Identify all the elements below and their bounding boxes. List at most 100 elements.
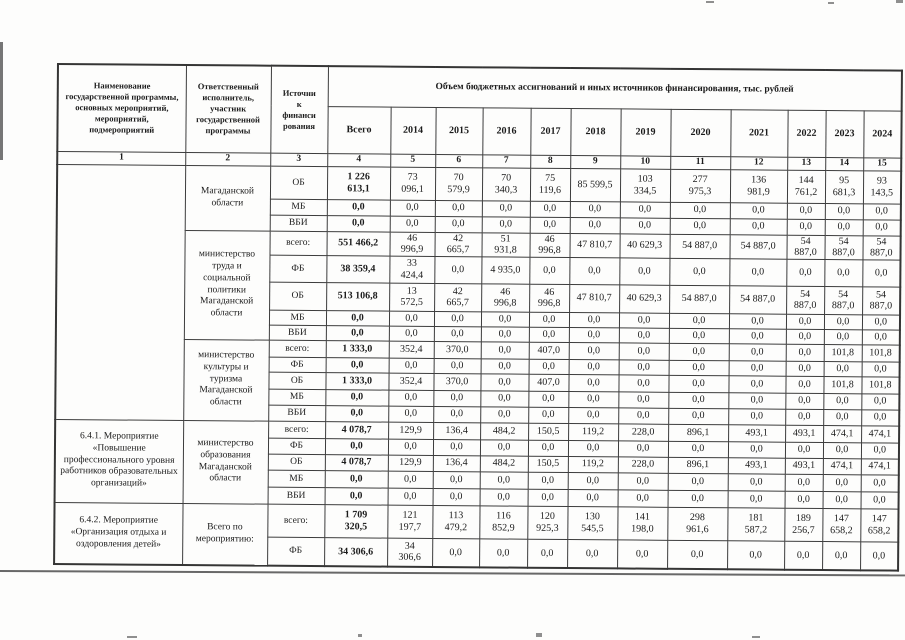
year-value-cell: 0,0 xyxy=(667,489,728,508)
total-value-cell: 4 078,7 xyxy=(325,421,389,439)
source-cell: МБ xyxy=(268,388,326,406)
header-year-2015: 2015 xyxy=(435,106,483,155)
header-program-column: Наименование государственной программы, … xyxy=(57,64,186,153)
year-value-cell: 474,1 xyxy=(861,425,900,443)
year-value-cell: 0,0 xyxy=(668,391,729,409)
year-value-cell: 129,9 xyxy=(387,454,433,471)
year-value-cell: 0,0 xyxy=(667,539,728,570)
year-value-cell: 0,0 xyxy=(434,215,482,233)
year-value-cell: 896,1 xyxy=(667,456,728,474)
year-value-cell: 46 996,8 xyxy=(481,283,530,312)
scan-speck xyxy=(828,2,834,4)
column-number: 3 xyxy=(270,152,328,167)
year-value-cell: 0,0 xyxy=(618,391,669,408)
header-total-column: Всего xyxy=(327,106,391,154)
year-value-cell: 0,0 xyxy=(668,407,729,425)
year-value-cell: 0,0 xyxy=(528,326,569,343)
table-row: Магаданской области ОБ 1 226 613,1 73 096,1… xyxy=(55,164,902,421)
year-value-cell: 0,0 xyxy=(567,440,619,457)
year-value-cell: 119,2 xyxy=(567,456,618,473)
header-volume-title: Объем бюджетных ассигнований и иных исто… xyxy=(327,66,903,111)
total-value-cell: 551 466,2 xyxy=(326,231,390,256)
year-value-cell: 0,0 xyxy=(618,327,669,343)
total-value-cell: 0,0 xyxy=(326,215,390,232)
year-value-cell: 0,0 xyxy=(389,199,435,216)
year-value-cell: 0,0 xyxy=(568,312,620,328)
year-value-cell: 0,0 xyxy=(727,540,785,570)
year-value-cell: 0,0 xyxy=(617,440,669,457)
year-value-cell: 0,0 xyxy=(785,408,824,426)
year-value-cell: 0,0 xyxy=(480,311,530,327)
year-value-cell: 0,0 xyxy=(668,327,729,344)
year-value-cell: 136,4 xyxy=(433,421,481,440)
year-value-cell: 0,0 xyxy=(824,219,863,236)
header-year-2018: 2018 xyxy=(570,108,621,156)
source-cell: МБ xyxy=(269,198,327,216)
column-number: 15 xyxy=(863,157,902,171)
year-value-cell: 0,0 xyxy=(529,256,570,285)
scan-speck xyxy=(358,634,362,637)
year-value-cell: 0,0 xyxy=(823,314,863,330)
year-value-cell: 484,2 xyxy=(480,422,529,440)
year-value-cell: 0,0 xyxy=(862,219,901,236)
year-value-cell: 0,0 xyxy=(727,441,786,458)
year-value-cell: 493,1 xyxy=(785,424,824,443)
year-value-cell: 46 996,8 xyxy=(529,283,570,313)
year-value-cell: 129,9 xyxy=(388,421,434,439)
year-value-cell: 0,0 xyxy=(387,438,434,455)
year-value-cell: 493,1 xyxy=(727,457,785,474)
year-value-cell: 141 198,0 xyxy=(617,506,668,540)
year-value-cell: 0,0 xyxy=(860,491,899,509)
source-cell: ОБ xyxy=(267,453,325,471)
year-value-cell: 0,0 xyxy=(432,438,481,456)
year-value-cell: 0,0 xyxy=(784,490,823,509)
year-value-cell: 0,0 xyxy=(728,343,786,361)
source-cell: ВБИ xyxy=(268,324,326,341)
year-value-cell: 0,0 xyxy=(479,488,528,506)
year-value-cell: 47 810,7 xyxy=(569,284,620,313)
year-value-cell: 0,0 xyxy=(569,201,620,218)
year-value-cell: 407,0 xyxy=(528,341,569,360)
total-value-cell: 34 306,6 xyxy=(324,537,388,567)
year-value-cell: 277 975,3 xyxy=(669,168,731,203)
year-value-cell: 147 658,2 xyxy=(860,508,899,542)
year-value-cell: 0,0 xyxy=(568,342,619,360)
year-value-cell: 0,0 xyxy=(433,389,481,407)
total-value-cell: 0,0 xyxy=(324,487,388,505)
total-value-cell: 1 226 613,1 xyxy=(326,166,391,200)
year-value-cell: 0,0 xyxy=(568,359,619,375)
year-value-cell: 0,0 xyxy=(667,472,728,491)
header-year-2014: 2014 xyxy=(390,106,436,154)
year-value-cell: 46 996,8 xyxy=(529,232,570,258)
year-value-cell: 54 887,0 xyxy=(862,235,901,260)
column-number: 1 xyxy=(57,151,186,166)
page-separator-line xyxy=(0,570,905,577)
year-value-cell: 370,0 xyxy=(433,340,481,359)
year-value-cell: 116 852,9 xyxy=(479,505,528,539)
year-value-cell: 0,0 xyxy=(786,258,825,287)
year-value-cell: 42 665,7 xyxy=(434,282,482,312)
year-value-cell: 70 579,9 xyxy=(434,166,483,201)
year-value-cell: 0,0 xyxy=(728,313,787,329)
year-value-cell: 0,0 xyxy=(479,471,528,489)
executor-cell: министерство труда и социальной политики… xyxy=(183,230,270,340)
year-value-cell: 101,8 xyxy=(861,376,900,394)
source-cell: всего: xyxy=(267,503,325,538)
executor-cell: Всего по мероприятию: xyxy=(182,502,268,566)
year-value-cell: 0,0 xyxy=(569,217,620,234)
header-year-2022: 2022 xyxy=(787,109,826,158)
year-value-cell: 51 931,8 xyxy=(481,232,530,257)
year-value-cell: 0,0 xyxy=(860,541,899,571)
total-value-cell: 38 359,4 xyxy=(326,255,390,283)
year-value-cell: 73 096,1 xyxy=(389,166,436,200)
column-number: 8 xyxy=(530,154,571,169)
year-value-cell: 150,5 xyxy=(527,455,568,473)
year-value-cell: 0,0 xyxy=(728,328,786,344)
year-value-cell: 0,0 xyxy=(528,311,570,328)
year-value-cell: 0,0 xyxy=(785,328,824,345)
source-cell: ОБ xyxy=(269,165,328,200)
year-value-cell: 298 961,6 xyxy=(667,506,728,541)
year-value-cell: 0,0 xyxy=(727,490,785,508)
source-cell: ОБ xyxy=(269,281,327,311)
year-value-cell: 0,0 xyxy=(527,471,568,490)
